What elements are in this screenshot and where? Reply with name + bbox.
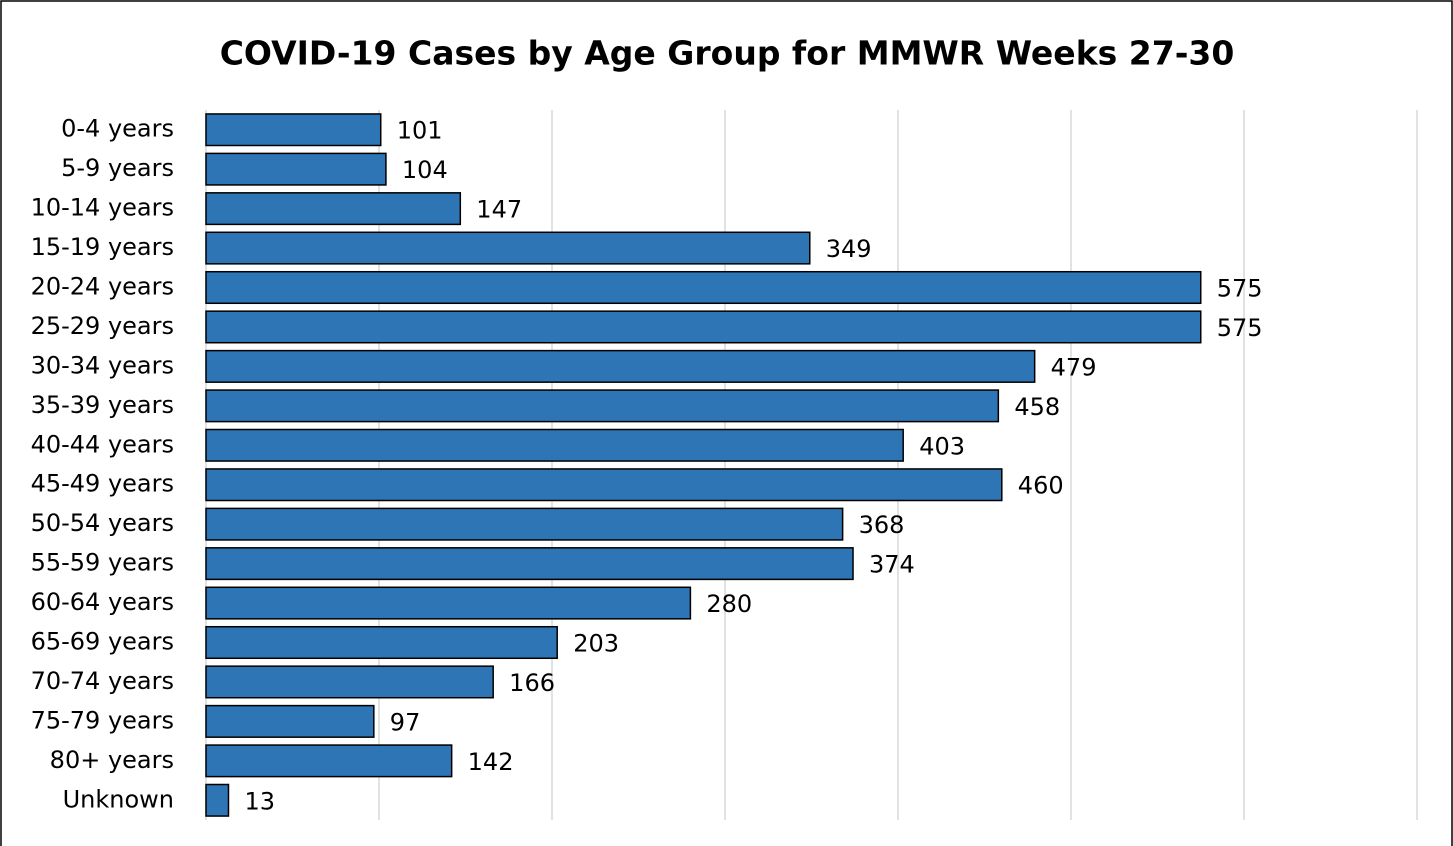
y-tick-label: 5-9 years: [61, 154, 174, 182]
bar: [205, 468, 1003, 502]
data-label: 374: [869, 551, 915, 579]
bar: [205, 625, 558, 660]
bar: [205, 152, 387, 186]
bar: [205, 783, 230, 817]
data-label: 13: [244, 787, 275, 815]
data-label: 104: [402, 156, 448, 184]
data-label: 349: [826, 235, 872, 263]
y-tick-label: 40-44 years: [31, 430, 174, 458]
bar: [205, 113, 382, 147]
data-label: 460: [1018, 472, 1064, 500]
y-tick-label: 30-34 years: [31, 351, 174, 379]
data-label: 280: [706, 590, 752, 618]
bar: [205, 744, 453, 778]
bar: [205, 547, 854, 581]
data-label: 403: [919, 432, 965, 460]
y-tick-label: 70-74 years: [31, 667, 174, 695]
bar: [205, 389, 1000, 423]
bar: [205, 231, 811, 265]
y-tick-label: 65-69 years: [31, 628, 174, 656]
data-label: 575: [1217, 275, 1263, 303]
bar: [205, 428, 904, 462]
data-label: 166: [509, 669, 555, 697]
data-label: 147: [476, 196, 522, 224]
bar: [205, 586, 692, 620]
y-tick-label: 20-24 years: [31, 273, 174, 301]
data-label: 368: [859, 511, 905, 539]
y-tick-label: 10-14 years: [31, 194, 174, 222]
y-tick-label: 25-29 years: [31, 312, 174, 340]
y-tick-label: 35-39 years: [31, 391, 174, 419]
data-label: 203: [573, 630, 619, 658]
bar: [205, 704, 375, 738]
bar: [205, 507, 844, 541]
data-label: 142: [468, 748, 514, 776]
chart-title: COVID-19 Cases by Age Group for MMWR Wee…: [220, 34, 1235, 73]
data-label: 97: [390, 708, 421, 736]
y-tick-label: 45-49 years: [31, 470, 174, 498]
y-tick-label: 75-79 years: [31, 706, 174, 734]
data-label: 575: [1217, 314, 1263, 342]
y-tick-label: Unknown: [63, 785, 174, 813]
bar: [205, 349, 1036, 383]
bar: [205, 665, 494, 699]
y-tick-label: 0-4 years: [61, 115, 174, 143]
bar: [205, 310, 1202, 344]
data-label: 479: [1051, 353, 1097, 381]
y-tick-label: 15-19 years: [31, 233, 174, 261]
y-tick-label: 60-64 years: [31, 588, 174, 616]
y-tick-label: 50-54 years: [31, 509, 174, 537]
y-tick-label: 55-59 years: [31, 549, 174, 577]
bar: [205, 270, 1202, 305]
bar: [205, 192, 462, 226]
y-tick-label: 80+ years: [50, 746, 174, 774]
data-label: 458: [1014, 393, 1060, 421]
data-label: 101: [397, 117, 443, 145]
